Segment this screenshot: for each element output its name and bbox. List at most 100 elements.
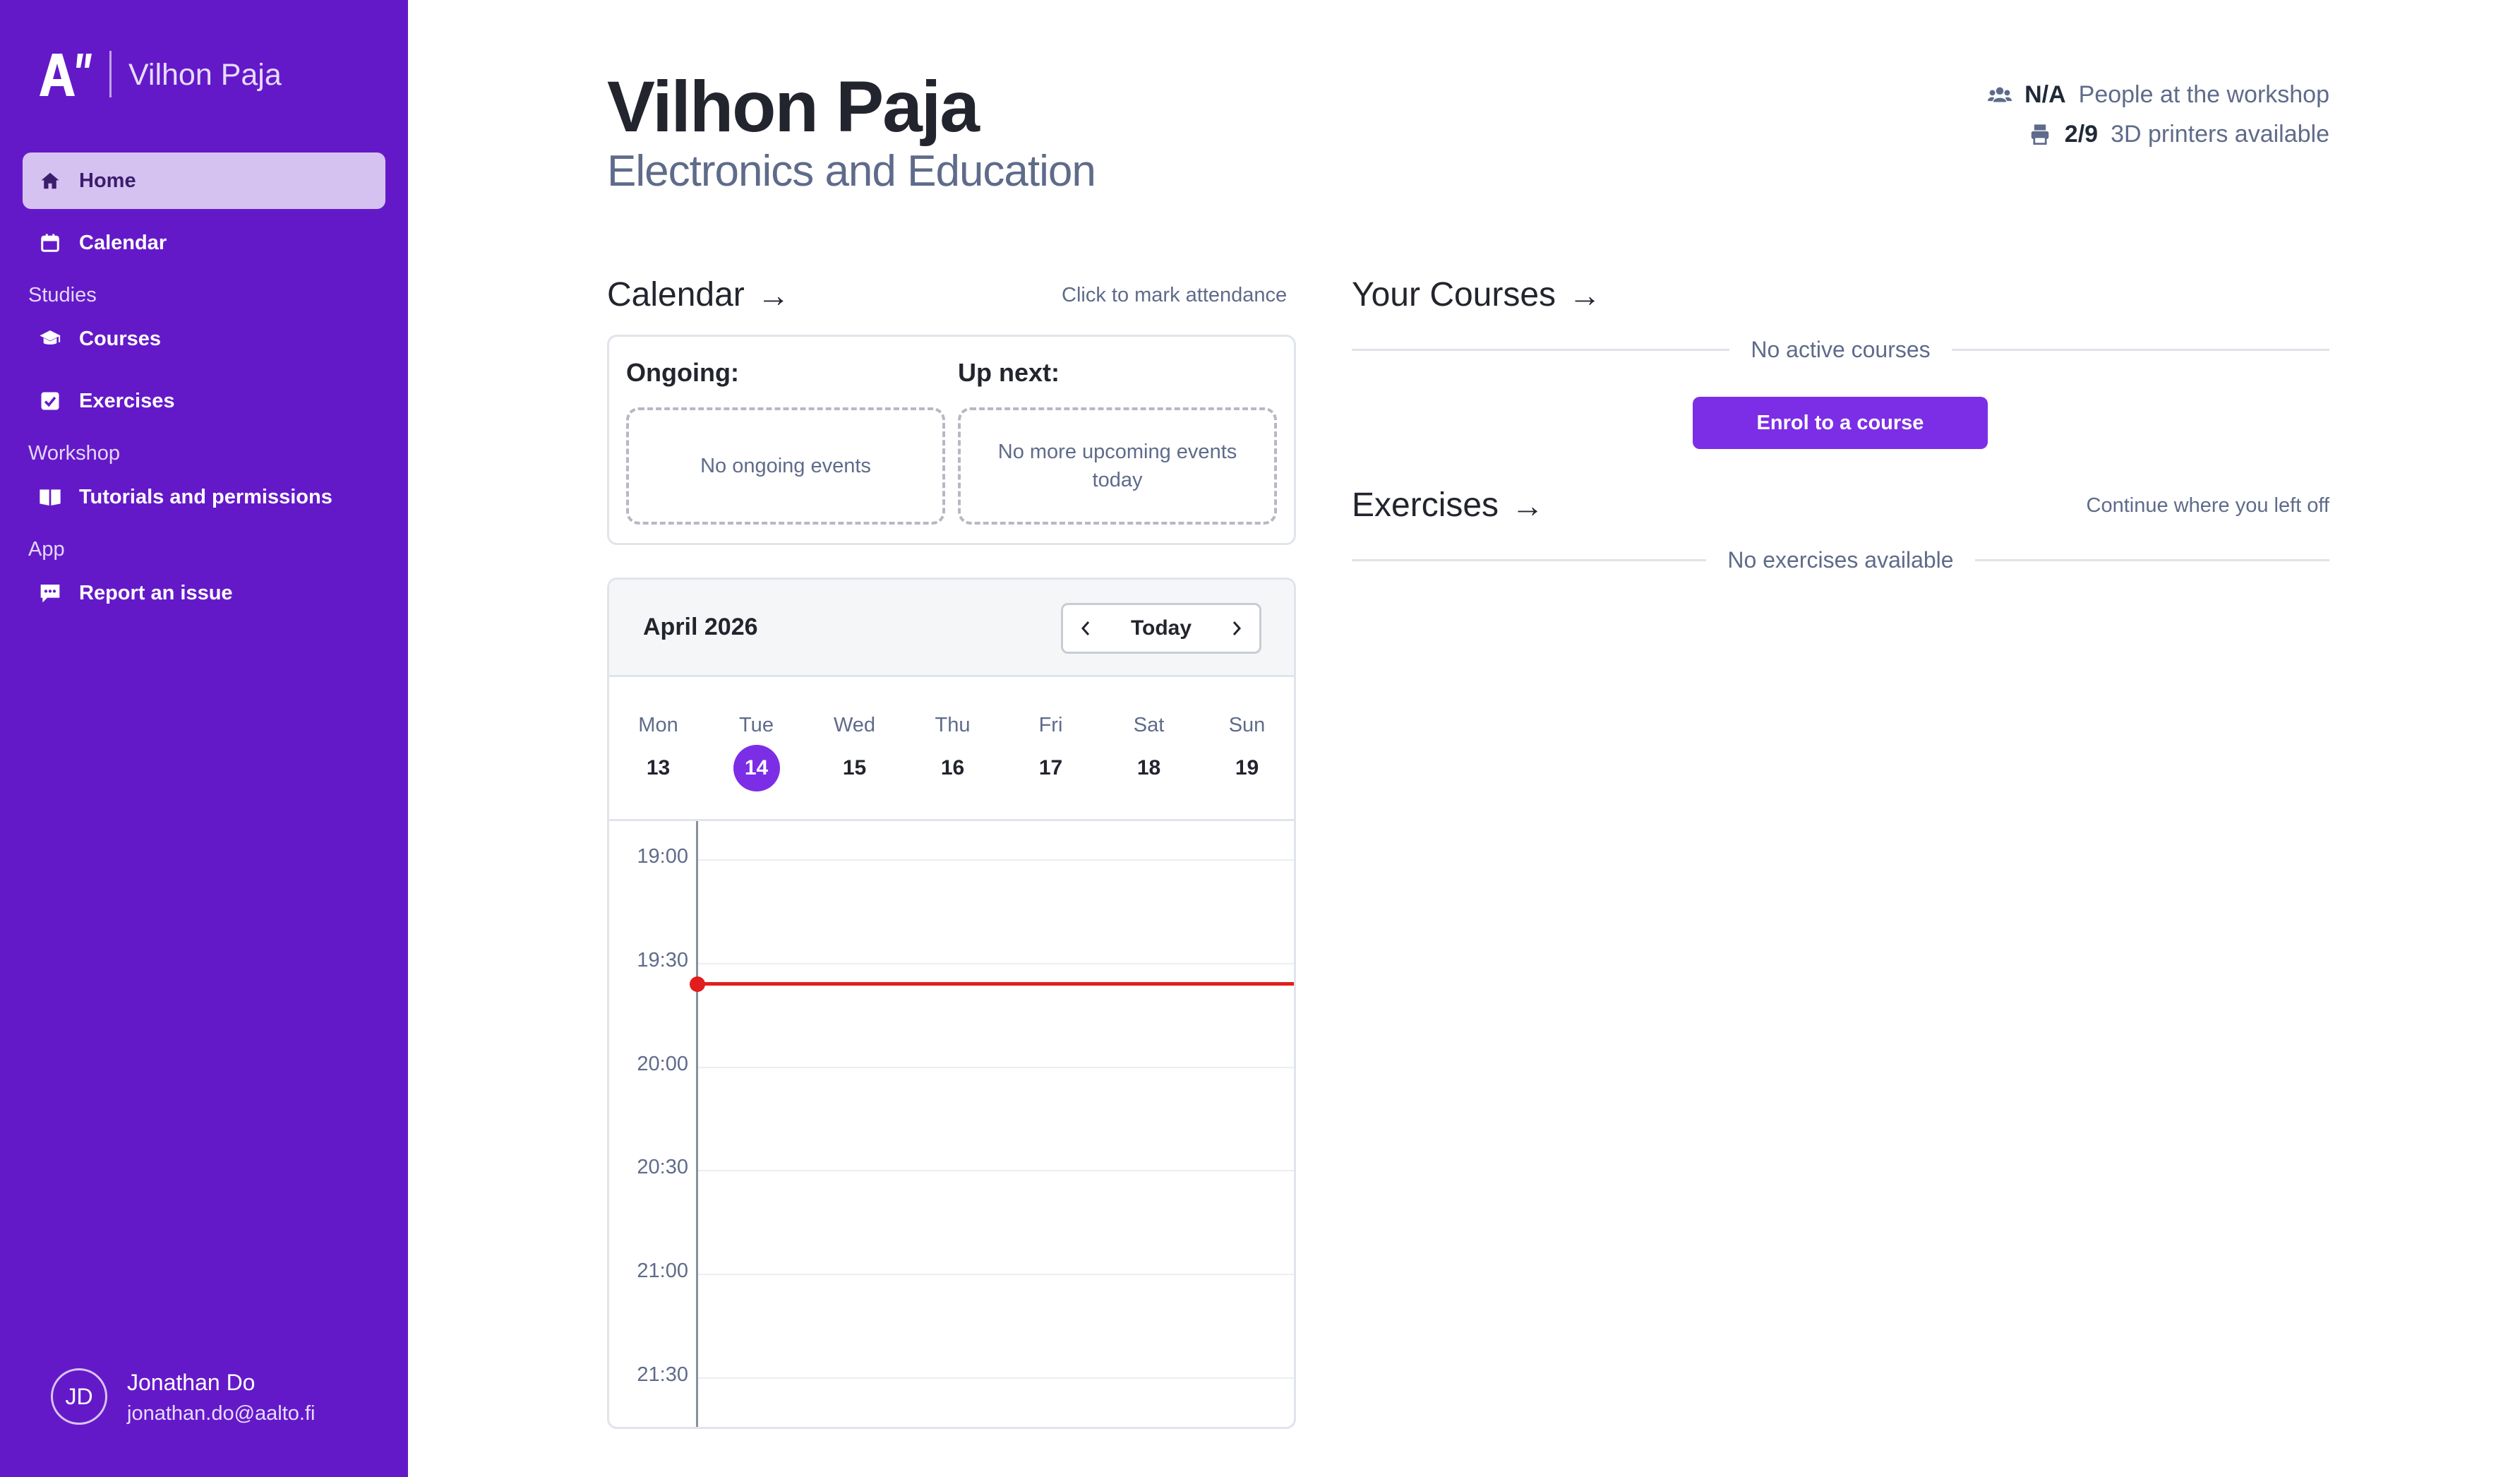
time-label: 20:00 xyxy=(637,1053,688,1075)
user-profile[interactable]: JD Jonathan Do jonathan.do@aalto.fi xyxy=(51,1368,390,1432)
next-week-button[interactable] xyxy=(1214,605,1259,652)
people-label: People at the workshop xyxy=(2078,80,2329,108)
sidebar-item-label: Exercises xyxy=(79,389,175,412)
message-icon xyxy=(38,581,62,605)
ongoing-label: Ongoing: xyxy=(626,358,739,387)
day-date-current: 14 xyxy=(733,745,780,791)
continue-hint: Continue where you left off xyxy=(2086,494,2329,517)
attendance-hint: Click to mark attendance xyxy=(1062,284,1288,306)
grid-line xyxy=(698,1377,1294,1379)
sidebar-item-home[interactable]: Home xyxy=(23,153,385,209)
day-date: 19 xyxy=(1235,756,1259,779)
printers-count: 2/9 xyxy=(2064,120,2099,148)
time-label: 21:30 xyxy=(637,1363,688,1386)
day-date: 15 xyxy=(842,756,867,779)
day-name: Fri xyxy=(1038,714,1063,736)
prev-week-button[interactable] xyxy=(1063,605,1108,652)
printers-label: 3D printers available xyxy=(2111,120,2329,148)
grid-line xyxy=(698,1274,1294,1275)
day-column-mon[interactable]: Mon 13 xyxy=(609,677,707,818)
home-icon xyxy=(38,169,62,193)
aalto-logo-icon[interactable] xyxy=(37,49,95,97)
upnext-events-empty: No more upcoming events today xyxy=(958,407,1277,525)
arrow-right-icon: → xyxy=(757,277,790,313)
upnext-label: Up next: xyxy=(958,358,1060,387)
day-column-wed[interactable]: Wed 15 xyxy=(805,677,904,818)
day-name: Sun xyxy=(1228,714,1266,736)
day-name: Thu xyxy=(935,714,971,736)
book-open-icon xyxy=(38,485,62,509)
divider-line xyxy=(1974,558,2329,561)
app-title[interactable]: Vilhon Paja xyxy=(128,58,282,92)
calendar-section-link[interactable]: Calendar → xyxy=(607,274,790,316)
grid-line xyxy=(698,859,1294,861)
time-label: 21:00 xyxy=(637,1260,688,1282)
courses-section-link[interactable]: Your Courses → xyxy=(1352,274,1601,316)
sidebar-item-label: Calendar xyxy=(79,231,167,254)
user-name: Jonathan Do xyxy=(127,1370,256,1395)
current-time-line xyxy=(698,982,1294,986)
divider-line xyxy=(1352,348,1730,351)
time-label: 19:30 xyxy=(637,949,688,971)
exercises-section-link[interactable]: Exercises → xyxy=(1352,484,1544,527)
day-column-sun[interactable]: Sun 19 xyxy=(1198,677,1294,818)
grid-line xyxy=(698,1170,1294,1171)
time-grid[interactable]: 19:00 19:30 20:00 20:30 21:00 21:30 xyxy=(609,821,1294,1427)
sidebar-item-exercises[interactable]: Exercises xyxy=(23,373,385,429)
arrow-right-icon: → xyxy=(1511,487,1544,524)
day-column-tue[interactable]: Tue 14 xyxy=(707,677,805,818)
day-date: 17 xyxy=(1038,756,1063,779)
sidebar-item-report-issue[interactable]: Report an issue xyxy=(23,565,385,621)
time-gutter xyxy=(609,821,698,1427)
week-days: Mon 13 Tue 14 Wed 15 Thu 16 Fri 17 Sat 1… xyxy=(609,677,1294,821)
day-name: Wed xyxy=(833,714,876,736)
calendar-toolbar: April 2026 Today xyxy=(609,580,1294,677)
sidebar: Vilhon Paja Home Calendar Studies Course… xyxy=(0,0,408,1477)
sidebar-section-studies: Studies xyxy=(28,284,97,306)
user-email: jonathan.do@aalto.fi xyxy=(127,1402,316,1425)
users-icon xyxy=(1988,83,2012,107)
day-date: 16 xyxy=(940,756,965,779)
chevron-right-icon xyxy=(1232,621,1242,635)
day-date: 18 xyxy=(1136,756,1161,779)
day-name: Mon xyxy=(638,714,678,736)
day-column-sat[interactable]: Sat 18 xyxy=(1100,677,1198,818)
avatar[interactable]: JD xyxy=(51,1368,107,1425)
enrol-course-button[interactable]: Enrol to a course xyxy=(1693,397,1988,449)
check-square-icon xyxy=(38,389,62,413)
sidebar-item-label: Home xyxy=(79,169,136,192)
divider-line xyxy=(1352,558,1707,561)
sidebar-item-calendar[interactable]: Calendar xyxy=(23,215,385,271)
day-date: 13 xyxy=(646,756,671,779)
page-title: Vilhon Paja xyxy=(607,66,980,147)
week-calendar: April 2026 Today Mon 13 Tue 14 Wed 15 Th… xyxy=(607,578,1296,1429)
chevron-left-icon xyxy=(1081,621,1090,635)
day-name: Tue xyxy=(739,714,774,736)
no-courses-text: No active courses xyxy=(1751,336,1931,362)
sidebar-item-label: Report an issue xyxy=(79,581,233,604)
today-button[interactable]: Today xyxy=(1130,616,1192,640)
calendar-section-title: Calendar xyxy=(607,276,745,313)
sidebar-item-courses[interactable]: Courses xyxy=(23,311,385,367)
sidebar-section-workshop: Workshop xyxy=(28,442,121,465)
graduation-cap-icon xyxy=(38,327,62,351)
sidebar-item-label: Courses xyxy=(79,327,162,350)
divider-line xyxy=(1951,348,2330,351)
current-time-dot xyxy=(690,976,705,992)
exercises-empty-state: No exercises available xyxy=(1352,542,2329,578)
courses-section-title: Your Courses xyxy=(1352,276,1556,313)
calendar-month: April 2026 xyxy=(643,614,758,640)
ongoing-events-empty: No ongoing events xyxy=(626,407,945,525)
calendar-icon xyxy=(38,231,62,255)
grid-line xyxy=(698,963,1294,964)
day-column-fri[interactable]: Fri 17 xyxy=(1002,677,1100,818)
sidebar-section-app: App xyxy=(28,538,65,561)
sidebar-item-tutorials[interactable]: Tutorials and permissions xyxy=(23,469,385,525)
logo-divider xyxy=(109,51,112,97)
day-column-thu[interactable]: Thu 16 xyxy=(904,677,1002,818)
time-label: 19:00 xyxy=(637,845,688,868)
people-count: N/A xyxy=(2024,80,2066,108)
time-label: 20:30 xyxy=(637,1156,688,1178)
people-stat: N/A People at the workshop xyxy=(1988,75,2329,114)
exercises-section-title: Exercises xyxy=(1352,486,1499,524)
